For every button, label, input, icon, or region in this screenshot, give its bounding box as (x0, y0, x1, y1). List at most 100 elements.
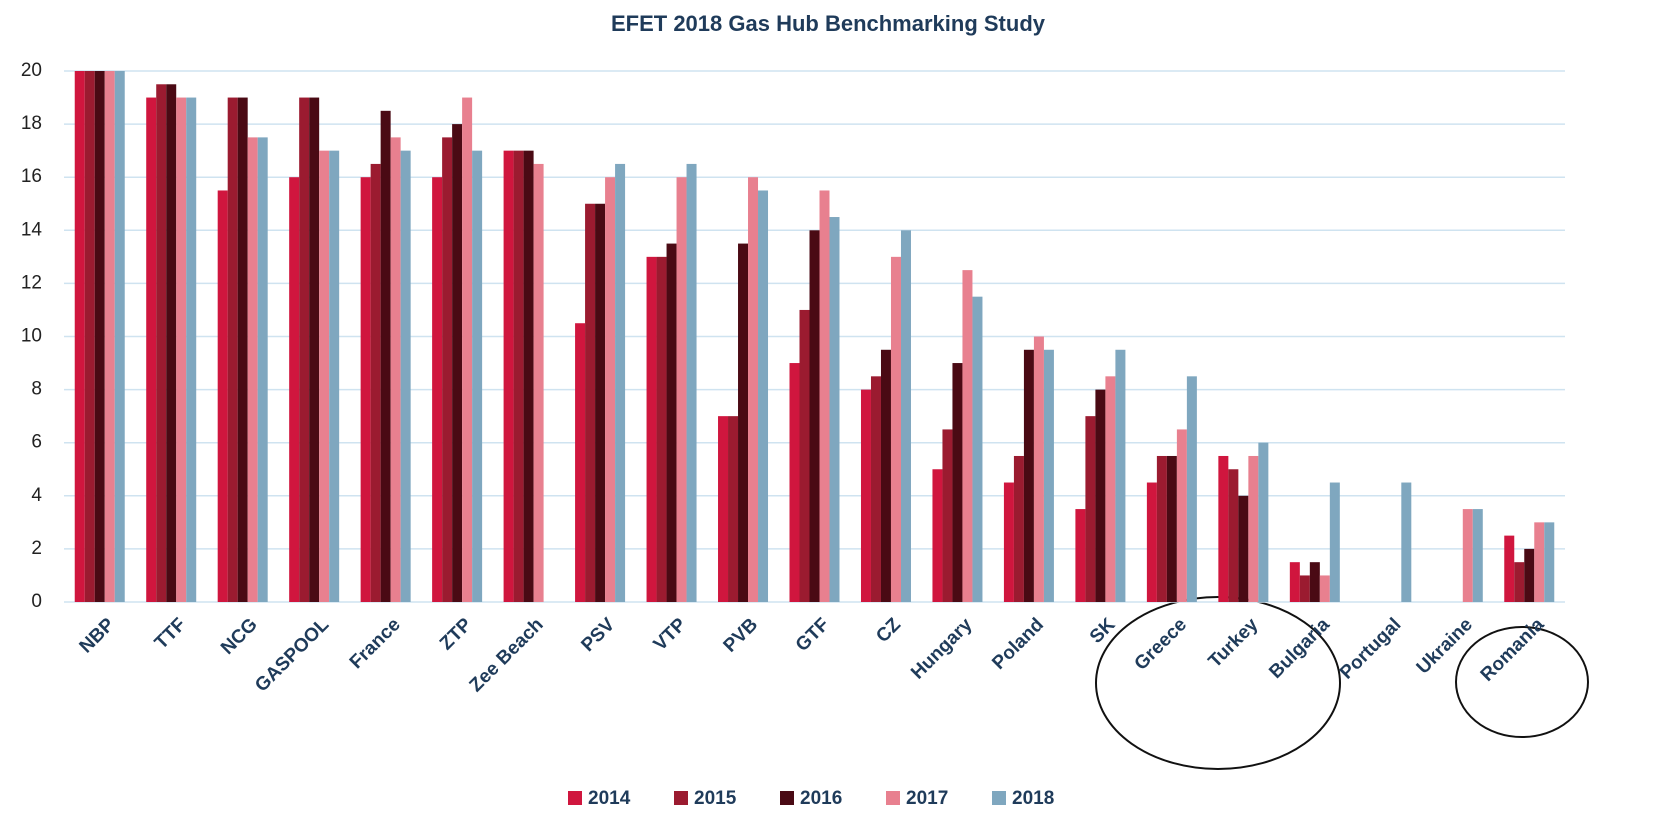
bar (605, 177, 616, 602)
y-tick-label: 14 (21, 219, 43, 240)
bar (380, 110, 391, 602)
bar (247, 137, 258, 602)
bar (666, 243, 677, 602)
x-tick-label: Turkey (1205, 614, 1263, 672)
bar (84, 71, 95, 602)
y-tick-label: 8 (31, 379, 42, 400)
x-tick-label: Ukraine (1413, 614, 1477, 678)
highlight-ellipse (1095, 596, 1341, 770)
bar (860, 389, 871, 602)
x-tick-label: GASPOOL (251, 614, 333, 696)
bar (595, 203, 606, 602)
bar (462, 97, 473, 603)
bar (646, 256, 657, 602)
bar (227, 97, 238, 603)
bar (1085, 416, 1096, 602)
bar (452, 124, 463, 602)
bar (94, 71, 105, 602)
x-tick-label: CZ (872, 614, 905, 647)
bar (1228, 469, 1239, 602)
bar (1329, 482, 1340, 602)
highlight-ellipse (1455, 626, 1589, 738)
x-tick-label: Romania (1477, 614, 1549, 686)
bar (432, 177, 443, 602)
x-tick-label: ZTP (436, 614, 476, 654)
bar (1033, 336, 1044, 602)
legend-label: 2018 (1012, 788, 1054, 809)
bar (1115, 349, 1126, 602)
bar (972, 296, 983, 602)
bar (1023, 349, 1034, 602)
bar (370, 163, 381, 603)
bar (1238, 495, 1249, 602)
bar (237, 97, 248, 603)
bar (74, 71, 85, 602)
bar (1075, 509, 1086, 602)
bar (1248, 455, 1259, 602)
bar (176, 97, 187, 603)
x-tick-label: PVB (720, 614, 762, 656)
bar (442, 137, 453, 602)
bar (870, 376, 881, 602)
chart-title: EFET 2018 Gas Hub Benchmarking Study (611, 11, 1046, 36)
bar (1524, 548, 1535, 602)
x-tick-label: NCG (217, 614, 262, 659)
bar (299, 97, 310, 603)
bar (932, 469, 943, 602)
bar (156, 84, 167, 602)
y-tick-label: 20 (21, 60, 42, 81)
bar (799, 309, 810, 602)
bar (718, 416, 729, 602)
y-tick-label: 4 (31, 485, 42, 506)
x-tick-label: SK (1086, 614, 1120, 648)
bar (523, 150, 534, 602)
bar (686, 163, 697, 603)
bar (809, 230, 820, 603)
legend-label: 2014 (588, 788, 631, 809)
x-tick-label: France (346, 614, 405, 673)
bar (503, 150, 514, 602)
x-tick-label: Portugal (1336, 614, 1405, 683)
bar (952, 363, 963, 602)
bar (166, 84, 177, 602)
bar (676, 177, 687, 602)
bar (819, 190, 830, 602)
legend-label: 2015 (694, 788, 737, 809)
bar (1472, 509, 1483, 602)
y-tick-label: 12 (21, 272, 42, 293)
x-tick-label: PSV (577, 614, 619, 656)
x-tick-label: TTF (151, 614, 190, 653)
y-tick-label: 16 (21, 166, 42, 187)
x-tick-label: Hungary (907, 614, 977, 684)
bar (1401, 482, 1412, 602)
bar (472, 150, 483, 602)
bar (585, 203, 596, 602)
bar (360, 177, 371, 602)
bar (748, 177, 759, 602)
bar (1319, 575, 1330, 602)
bar (400, 150, 411, 602)
bar (186, 97, 197, 603)
bar (728, 416, 739, 602)
bar (738, 243, 749, 602)
bar (390, 137, 401, 602)
bar (1218, 455, 1229, 602)
x-tick-label: GTF (792, 614, 834, 656)
bar (1146, 482, 1157, 602)
bar (104, 71, 115, 602)
bar (329, 150, 340, 602)
x-tick-label: NBP (76, 614, 119, 657)
y-tick-label: 6 (31, 432, 42, 453)
bar (1095, 389, 1106, 602)
legend-swatch (886, 791, 900, 805)
bar (1299, 575, 1310, 602)
x-tick-label: VTP (650, 614, 691, 655)
x-tick-label: Poland (988, 614, 1048, 674)
bar (890, 256, 901, 602)
bar (533, 163, 544, 603)
bar (789, 363, 800, 602)
y-tick-label: 2 (31, 538, 42, 559)
x-tick-label: Zee Beach (466, 614, 548, 696)
bar (1544, 522, 1555, 602)
bar (962, 270, 973, 602)
